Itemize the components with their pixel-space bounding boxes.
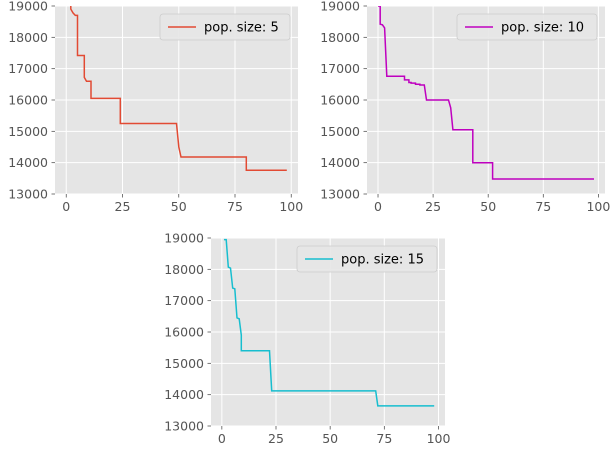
y-tick-label: 19000 xyxy=(8,0,48,14)
legend-label: pop. size: 15 xyxy=(341,253,424,268)
x-tick-label: 50 xyxy=(322,431,338,446)
legend: pop. size: 5 xyxy=(159,13,291,41)
y-tick-label: 13000 xyxy=(8,187,48,202)
y-tick-label: 16000 xyxy=(164,325,204,340)
x-tick-label: 0 xyxy=(374,199,382,214)
y-tick-label: 15000 xyxy=(320,124,360,139)
y-tick-label: 18000 xyxy=(164,262,204,277)
series-line xyxy=(224,238,435,407)
legend-box xyxy=(296,245,438,273)
y-tick-label: 18000 xyxy=(320,30,360,45)
legend: pop. size: 15 xyxy=(296,245,438,273)
x-tick-label: 50 xyxy=(480,199,496,214)
y-tick-label: 17000 xyxy=(8,61,48,76)
x-tick-label: 0 xyxy=(218,431,226,446)
y-tick-label: 16000 xyxy=(320,93,360,108)
legend-box xyxy=(159,13,291,41)
y-tick-label: 18000 xyxy=(8,30,48,45)
y-tick-label: 14000 xyxy=(320,155,360,170)
x-tick-label: 25 xyxy=(268,431,284,446)
legend: pop. size: 10 xyxy=(456,13,598,41)
y-tick-label: 13000 xyxy=(320,187,360,202)
x-tick-label: 75 xyxy=(376,431,392,446)
y-tick-label: 19000 xyxy=(320,0,360,14)
x-tick-label: 100 xyxy=(586,199,610,214)
legend-box xyxy=(456,13,598,41)
series-line xyxy=(70,6,287,171)
y-tick-label: 13000 xyxy=(164,419,204,434)
subplot-pop-size-15: 0 25 50 75 100 13000 14000 15000 16000 17000 18000… xyxy=(164,231,450,447)
y-tick-label: 15000 xyxy=(164,356,204,371)
legend-label: pop. size: 10 xyxy=(501,21,584,36)
y-tick-label: 15000 xyxy=(8,124,48,139)
legend-label: pop. size: 5 xyxy=(204,21,279,36)
x-tick-label: 75 xyxy=(227,199,243,214)
subplot-pop-size-10: 0 25 50 75 100 13000 14000 15000 16000 17000 18000… xyxy=(320,0,610,214)
y-tick-label: 19000 xyxy=(164,231,204,246)
x-tick-label: 25 xyxy=(115,199,131,214)
y-tick-label: 16000 xyxy=(8,93,48,108)
y-tick-label: 14000 xyxy=(164,387,204,402)
x-tick-label: 100 xyxy=(279,199,303,214)
x-tick-label: 100 xyxy=(427,431,451,446)
series-line xyxy=(378,6,594,180)
x-tick-label: 75 xyxy=(535,199,551,214)
subplot-pop-size-5: 0 25 50 75 100 13000 14000 15000 16000 17000 18000… xyxy=(8,0,303,214)
x-tick-label: 25 xyxy=(425,199,441,214)
y-tick-label: 17000 xyxy=(164,293,204,308)
y-tick-label: 14000 xyxy=(8,155,48,170)
x-tick-label: 50 xyxy=(171,199,187,214)
y-tick-label: 17000 xyxy=(320,61,360,76)
x-tick-label: 0 xyxy=(62,199,70,214)
